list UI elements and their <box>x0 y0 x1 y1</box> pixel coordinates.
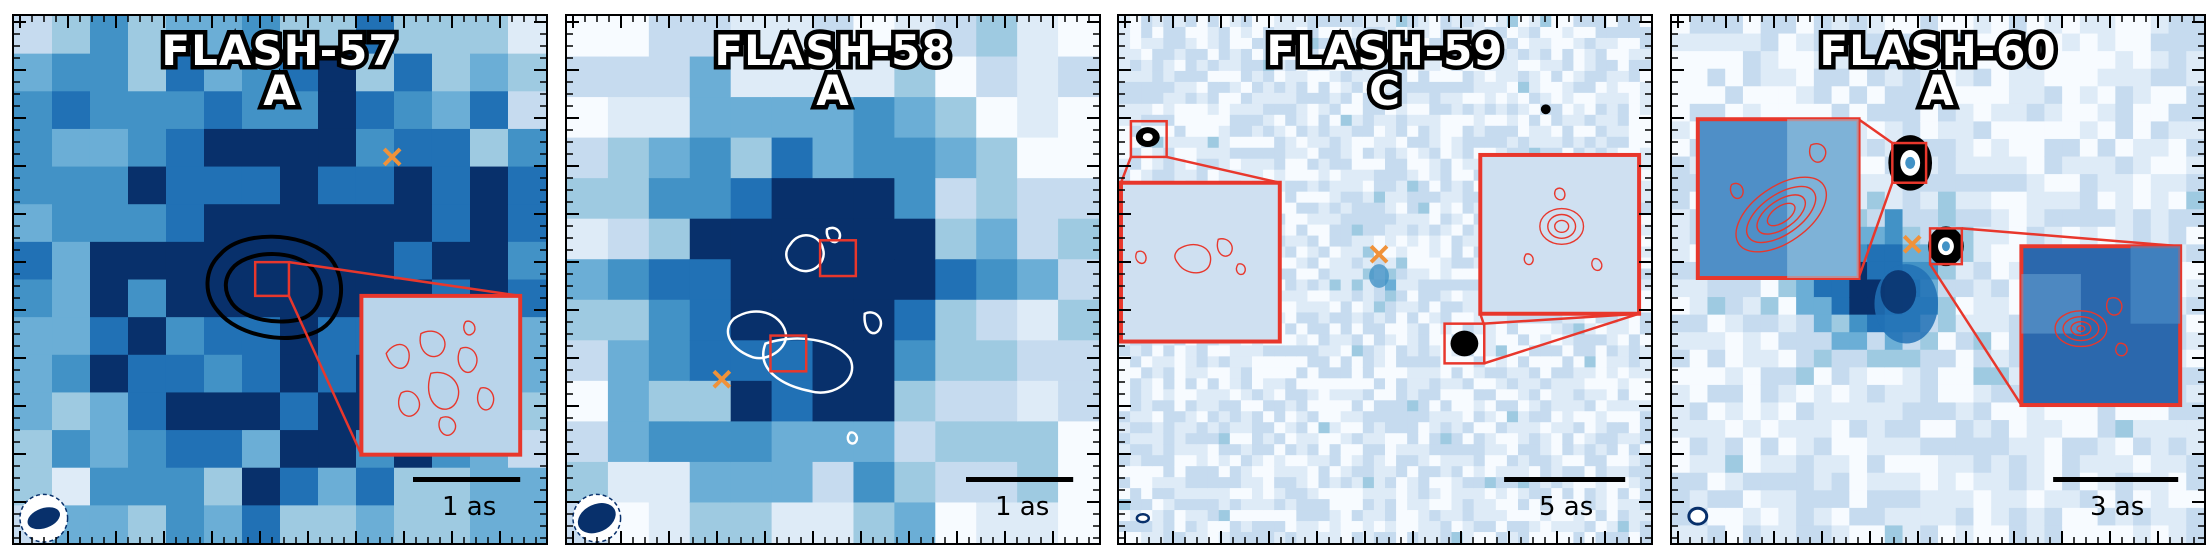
scale-bar-label: 3 as <box>2090 492 2145 522</box>
panel-title: FLASH-59 <box>1262 25 1507 76</box>
inset-source-box <box>1129 119 1168 159</box>
contour-black <box>205 234 344 340</box>
inset-source-box <box>1891 141 1928 184</box>
panel-title: FLASH-57 <box>157 25 402 76</box>
inset-contours <box>1523 187 1603 272</box>
inset-zoom <box>359 293 523 457</box>
panel-flash-60: FLASH-60 A 3 as <box>1670 14 2206 545</box>
inset-source-box <box>253 260 291 298</box>
panel-flash-59: FLASH-59 C 5 as <box>1117 14 1653 545</box>
panel-title: FLASH-60 <box>1815 25 2060 76</box>
orange-cross <box>382 147 402 167</box>
orange-cross <box>1369 244 1389 264</box>
beam-ellipse <box>19 493 69 543</box>
inset-zoom <box>1478 152 1642 316</box>
beam-ellipse <box>1687 506 1709 526</box>
inset-contours <box>1135 238 1246 276</box>
beam-ellipse <box>1135 512 1151 524</box>
panel-component: A <box>812 65 854 116</box>
pixel-grid <box>567 16 1099 543</box>
scale-bar-label: 1 as <box>995 492 1050 522</box>
inset-source-box <box>1443 322 1486 365</box>
inset-contours <box>2054 297 2128 357</box>
panel-title: FLASH-58 <box>710 25 955 76</box>
panel-flash-58: FLASH-58 A 1 as <box>565 14 1101 545</box>
image-map <box>1672 16 2204 543</box>
panel-flash-57: FLASH-57 A 1 as <box>12 14 548 545</box>
orange-cross <box>1902 234 1922 254</box>
panel-component: C <box>1365 65 1405 116</box>
panel-component: A <box>1917 65 1959 116</box>
orange-cross <box>712 369 732 389</box>
panel-component: A <box>259 65 301 116</box>
inset-contours <box>385 320 495 436</box>
image-map <box>567 16 1099 543</box>
inset-source-box <box>1928 227 1964 266</box>
scale-bar-label: 1 as <box>442 492 497 522</box>
inset-zoom <box>1119 180 1282 344</box>
scale-bar-label: 5 as <box>1539 492 1594 522</box>
inset-box <box>769 334 808 373</box>
image-map <box>14 16 546 543</box>
inset-box <box>818 239 858 278</box>
inset-contours <box>1729 143 1828 253</box>
beam-ellipse <box>572 493 622 543</box>
